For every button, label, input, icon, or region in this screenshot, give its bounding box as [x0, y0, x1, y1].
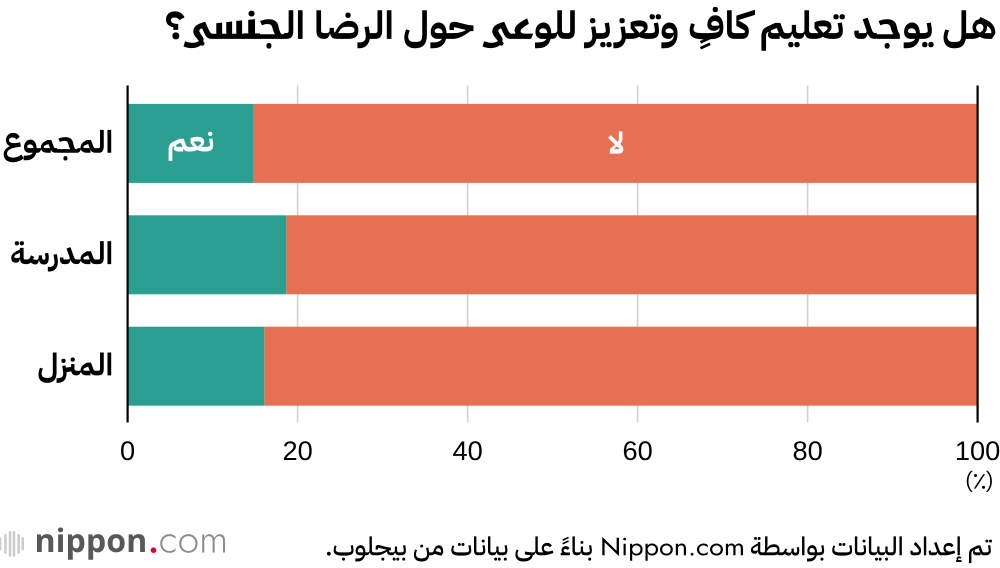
svg-text:80: 80: [792, 435, 822, 466]
svg-text:0: 0: [120, 435, 135, 466]
svg-text:100: 100: [955, 435, 1000, 466]
svg-text:40: 40: [452, 435, 482, 466]
svg-text:20: 20: [282, 435, 312, 466]
svg-text:60: 60: [622, 435, 652, 466]
